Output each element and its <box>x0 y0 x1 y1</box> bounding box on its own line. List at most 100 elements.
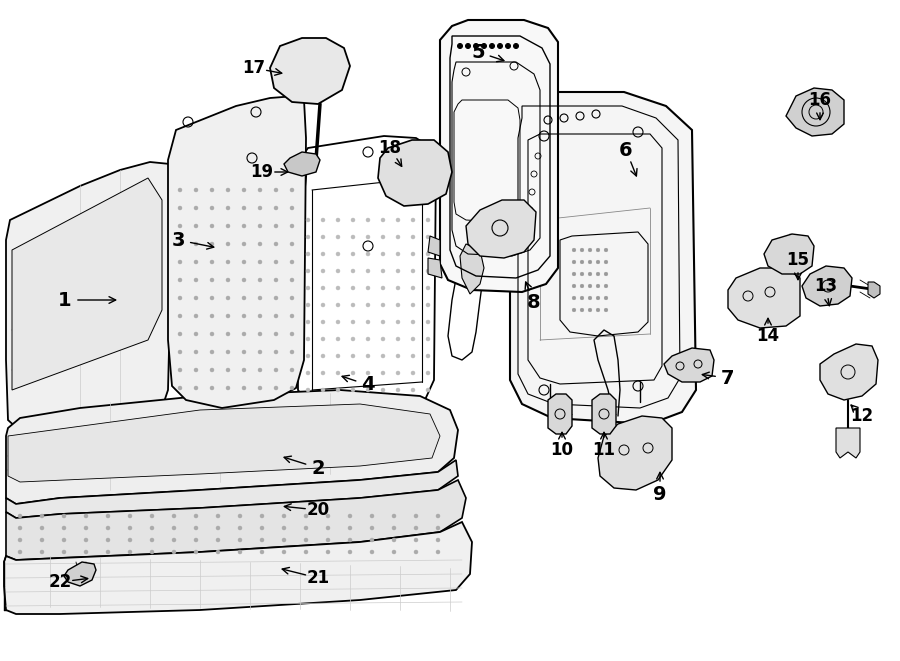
Polygon shape <box>460 244 484 294</box>
Circle shape <box>260 550 264 554</box>
Circle shape <box>392 526 396 530</box>
Circle shape <box>290 278 294 282</box>
Text: 1: 1 <box>58 290 72 309</box>
Circle shape <box>178 314 182 318</box>
Circle shape <box>572 296 576 300</box>
Circle shape <box>381 337 385 341</box>
Circle shape <box>596 284 599 288</box>
Circle shape <box>62 526 66 530</box>
Polygon shape <box>6 480 466 560</box>
Circle shape <box>258 278 262 282</box>
Circle shape <box>321 388 325 392</box>
Circle shape <box>282 514 286 518</box>
Circle shape <box>381 218 385 222</box>
Polygon shape <box>8 404 440 482</box>
Circle shape <box>572 260 576 264</box>
Circle shape <box>366 320 370 324</box>
Circle shape <box>366 388 370 392</box>
Circle shape <box>226 188 230 192</box>
Circle shape <box>370 526 374 530</box>
Circle shape <box>351 252 355 256</box>
Circle shape <box>370 550 374 554</box>
Circle shape <box>321 218 325 222</box>
Circle shape <box>106 538 110 542</box>
Polygon shape <box>12 178 162 390</box>
Circle shape <box>348 550 352 554</box>
Polygon shape <box>836 428 860 458</box>
Polygon shape <box>284 152 320 176</box>
Circle shape <box>194 386 198 390</box>
Circle shape <box>210 206 214 210</box>
Circle shape <box>306 371 310 375</box>
Circle shape <box>282 526 286 530</box>
Polygon shape <box>64 562 96 586</box>
Circle shape <box>150 550 154 554</box>
Circle shape <box>336 303 340 307</box>
Circle shape <box>326 550 330 554</box>
Circle shape <box>321 303 325 307</box>
Circle shape <box>84 514 88 518</box>
Text: 15: 15 <box>787 251 809 269</box>
Circle shape <box>210 242 214 246</box>
Text: 14: 14 <box>756 327 779 345</box>
Circle shape <box>366 337 370 341</box>
Circle shape <box>128 538 132 542</box>
Circle shape <box>84 550 88 554</box>
Circle shape <box>414 550 418 554</box>
Circle shape <box>226 224 230 228</box>
Circle shape <box>351 286 355 290</box>
Circle shape <box>210 332 214 336</box>
Text: 6: 6 <box>619 141 633 159</box>
Circle shape <box>258 368 262 372</box>
Circle shape <box>238 538 242 542</box>
Circle shape <box>351 354 355 358</box>
Circle shape <box>40 550 44 554</box>
Circle shape <box>392 538 396 542</box>
Circle shape <box>178 386 182 390</box>
Circle shape <box>304 550 308 554</box>
Text: 4: 4 <box>361 375 374 395</box>
Circle shape <box>178 296 182 300</box>
Circle shape <box>178 206 182 210</box>
Circle shape <box>178 188 182 192</box>
Circle shape <box>351 371 355 375</box>
Circle shape <box>226 206 230 210</box>
Polygon shape <box>428 258 442 278</box>
Circle shape <box>290 332 294 336</box>
Circle shape <box>18 514 22 518</box>
Circle shape <box>306 252 310 256</box>
Circle shape <box>326 514 330 518</box>
Text: 18: 18 <box>379 139 401 157</box>
Circle shape <box>396 371 400 375</box>
Circle shape <box>589 272 592 276</box>
Circle shape <box>178 350 182 354</box>
Circle shape <box>62 550 66 554</box>
Circle shape <box>210 368 214 372</box>
Circle shape <box>396 388 400 392</box>
Circle shape <box>396 269 400 273</box>
Circle shape <box>336 354 340 358</box>
Circle shape <box>178 368 182 372</box>
Circle shape <box>381 303 385 307</box>
Circle shape <box>172 538 176 542</box>
Circle shape <box>604 308 608 312</box>
Circle shape <box>242 188 246 192</box>
Circle shape <box>306 337 310 341</box>
Circle shape <box>589 308 592 312</box>
Circle shape <box>274 278 278 282</box>
Circle shape <box>258 332 262 336</box>
Circle shape <box>604 260 608 264</box>
Circle shape <box>226 242 230 246</box>
Circle shape <box>226 368 230 372</box>
Text: 12: 12 <box>850 407 874 425</box>
Circle shape <box>589 248 592 252</box>
Circle shape <box>411 269 415 273</box>
Circle shape <box>216 538 220 542</box>
Circle shape <box>381 320 385 324</box>
Circle shape <box>366 269 370 273</box>
Circle shape <box>414 538 418 542</box>
Circle shape <box>304 514 308 518</box>
Circle shape <box>194 296 198 300</box>
Circle shape <box>178 278 182 282</box>
Circle shape <box>336 269 340 273</box>
